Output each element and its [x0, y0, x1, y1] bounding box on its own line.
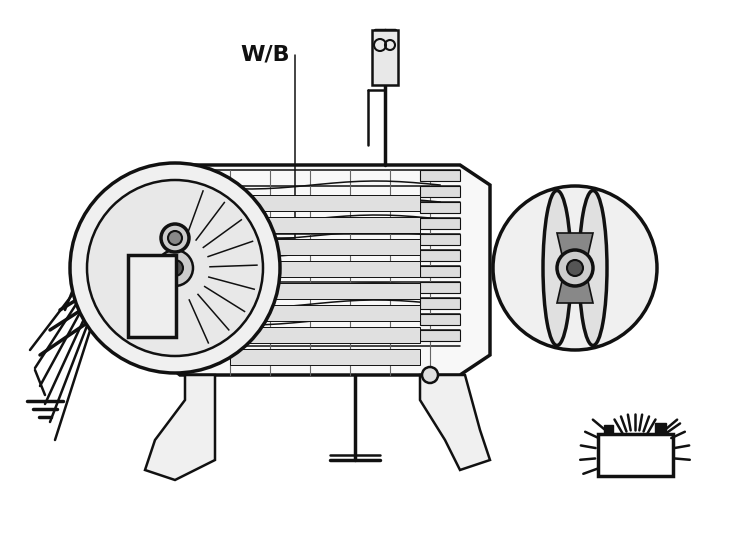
Circle shape [422, 367, 438, 383]
Bar [420, 186, 460, 197]
Bar [420, 298, 460, 309]
Polygon shape [145, 375, 215, 480]
Bar [230, 327, 420, 343]
Bar [420, 218, 460, 229]
Bar [598, 434, 673, 476]
Bar [230, 305, 420, 321]
Bar [420, 234, 460, 245]
Circle shape [168, 231, 182, 245]
Bar [230, 195, 420, 211]
Circle shape [70, 163, 280, 373]
Polygon shape [420, 375, 490, 470]
Bar [128, 255, 176, 337]
Bar [230, 349, 420, 365]
Bar [230, 283, 420, 299]
Bar [420, 202, 460, 213]
Bar [230, 217, 420, 233]
Bar [420, 266, 460, 277]
Text: W/B: W/B [240, 45, 290, 65]
Circle shape [161, 224, 189, 252]
Bar [420, 170, 460, 181]
Ellipse shape [543, 190, 571, 345]
Bar [230, 261, 420, 277]
Bar [604, 425, 613, 434]
Bar [230, 239, 420, 255]
Bar [420, 330, 460, 341]
Polygon shape [557, 233, 593, 303]
Circle shape [157, 250, 193, 286]
Bar [420, 282, 460, 293]
Bar [655, 423, 666, 434]
Polygon shape [155, 165, 490, 375]
Circle shape [167, 260, 183, 276]
Circle shape [567, 260, 583, 276]
Bar [372, 30, 398, 85]
Circle shape [557, 250, 593, 286]
Ellipse shape [579, 190, 607, 345]
Circle shape [87, 180, 263, 356]
Bar [420, 314, 460, 325]
Bar [420, 250, 460, 261]
Circle shape [493, 186, 657, 350]
